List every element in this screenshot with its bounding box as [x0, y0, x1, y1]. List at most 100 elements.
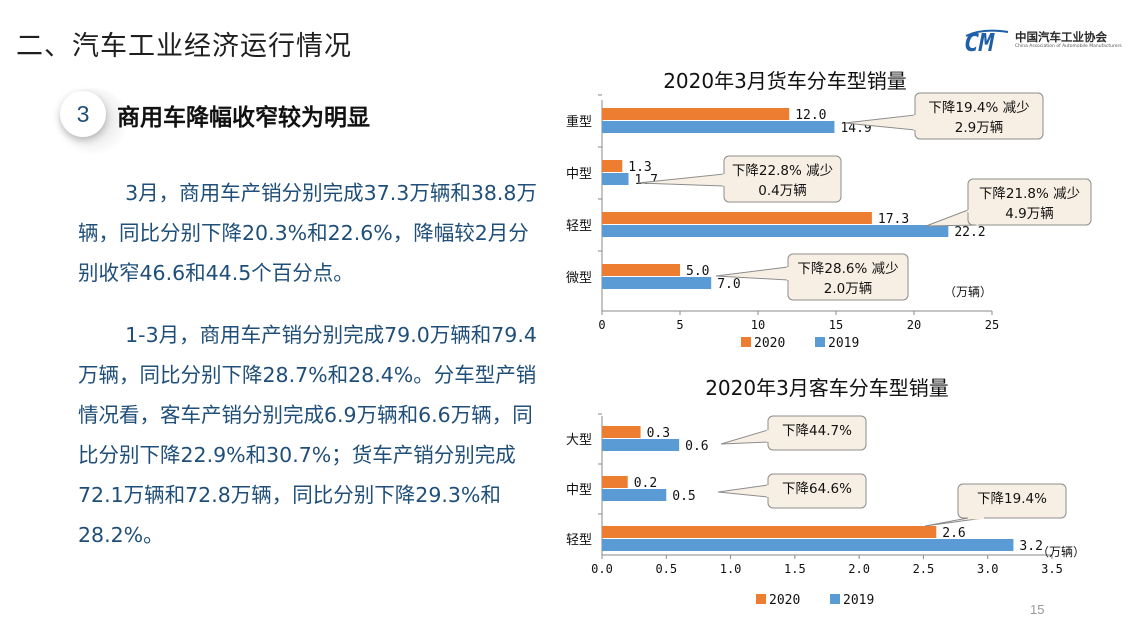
truck-data-label: 1.3	[628, 160, 651, 175]
paragraph-q1-text: 1-3月，商用车产销分别完成79.0万辆和79.4万辆，同比分别下降28.7%和…	[78, 323, 537, 547]
bus-chart-callouts: 下降44.7% 下降64.6% 下降19.4%	[717, 415, 1067, 527]
bus-callout: 下降19.4%	[924, 483, 1067, 527]
truck-callout-text: 下降19.4% 减少	[928, 100, 1029, 116]
truck-category-label: 轻型	[566, 219, 592, 234]
bus-bar-2019	[602, 539, 1014, 551]
truck-callout-text: 2.0万辆	[824, 281, 872, 297]
bus-category-label: 轻型	[566, 533, 592, 548]
bus-bar-2019	[602, 489, 667, 501]
bus-data-label: 0.2	[634, 476, 657, 491]
bus-data-label: 0.3	[647, 426, 670, 441]
truck-data-label: 1.7	[635, 173, 658, 188]
bus-x-tick-label: 0.0	[591, 562, 613, 576]
legend-2019-swatch	[830, 594, 840, 604]
truck-bar-2020	[602, 264, 680, 276]
truck-callout-text: 下降21.8% 减少	[979, 186, 1080, 202]
truck-data-label: 17.3	[878, 212, 909, 227]
truck-bar-2019	[602, 173, 629, 185]
bus-category-label: 大型	[566, 433, 592, 448]
truck-unit-label: （万辆）	[944, 285, 992, 299]
logo-chinese-name: 中国汽车工业协会	[1015, 30, 1107, 44]
bus-x-tick-label: 3.0	[977, 562, 999, 576]
paragraph-q1: 1-3月，商用车产销分别完成79.0万辆和79.4万辆，同比分别下降28.7%和…	[78, 315, 548, 555]
bus-callout-pointer	[717, 484, 769, 498]
legend-2019-label: 2019	[828, 336, 859, 351]
bus-x-tick-label: 2.0	[848, 562, 870, 576]
truck-data-label: 5.0	[686, 264, 709, 279]
truck-callout: 下降19.4% 减少 2.9万辆	[844, 92, 1044, 140]
bus-legend: 2020 2019	[756, 593, 874, 608]
bus-unit-label: （万辆）	[1037, 545, 1085, 559]
legend-2019-swatch	[815, 337, 825, 347]
legend-2020-swatch	[741, 337, 751, 347]
association-logo: CM 中国汽车工业协会 China Association of Automob…	[962, 26, 1122, 58]
logo-english-name: China Association of Automobile Manufact…	[1015, 44, 1122, 49]
bus-category-label: 中型	[566, 483, 592, 498]
bus-sales-chart: 2020年3月客车分车型销量 0.0 0.5 1.0 1.5 2.0 2.5 3.0 3.5 大…	[566, 376, 1085, 608]
bus-callout-text: 下降64.6%	[782, 481, 852, 497]
page-title: 二、汽车工业经济运行情况	[16, 31, 352, 62]
truck-bar-2020	[602, 160, 623, 172]
truck-x-tick-label: 20	[907, 318, 921, 332]
truck-x-tick-label: 25	[985, 318, 999, 332]
truck-bar-2019	[602, 121, 835, 133]
bus-callout: 下降44.7%	[720, 415, 867, 451]
bus-data-label: 0.6	[685, 439, 708, 454]
section-number-badge: 3	[60, 91, 106, 137]
truck-x-tick-label: 0	[598, 318, 605, 332]
legend-2019-label: 2019	[843, 593, 874, 608]
truck-callout: 下降22.8% 减少 0.4万辆	[637, 155, 842, 203]
page-number: 15	[1030, 602, 1045, 617]
bus-callout-text: 下降44.7%	[782, 423, 852, 439]
bus-bar-2020	[602, 476, 628, 488]
paragraph-march-text: 3月，商用车产销分别完成37.3万辆和38.8万辆，同比分别下降20.3%和22…	[78, 181, 537, 285]
paragraph-march: 3月，商用车产销分别完成37.3万辆和38.8万辆，同比分别下降20.3%和22…	[78, 173, 548, 293]
truck-callout-text: 下降22.8% 减少	[732, 163, 833, 179]
legend-2020-label: 2020	[769, 593, 800, 608]
truck-callout: 下降21.8% 减少 4.9万辆	[925, 178, 1092, 227]
truck-bar-2020	[602, 212, 872, 224]
truck-bar-2019	[602, 225, 949, 237]
bus-x-tick-label: 1.5	[784, 562, 806, 576]
truck-x-tick-label: 5	[676, 318, 683, 332]
bus-x-tick-label: 2.5	[913, 562, 935, 576]
bus-data-label: 3.2	[1019, 539, 1042, 554]
truck-category-label: 重型	[566, 114, 592, 130]
truck-bar-2020	[602, 108, 790, 120]
truck-category-label: 中型	[566, 167, 592, 182]
legend-2020-swatch	[756, 594, 766, 604]
bus-bar-2019	[602, 439, 680, 451]
bus-x-tick-label: 3.5	[1041, 562, 1063, 576]
truck-callout: 下降28.6% 减少 2.0万辆	[715, 253, 909, 301]
truck-data-label: 12.0	[795, 108, 826, 123]
truck-x-tick-label: 15	[829, 318, 843, 332]
section-title: 商用车降幅收窄较为明显	[117, 105, 370, 131]
bus-callout: 下降64.6%	[717, 473, 867, 509]
bus-chart-bars: 0.3 0.6 0.2 0.5 2.6 3.2	[602, 426, 1043, 554]
truck-callout-seam	[966, 209, 980, 226]
bus-bar-2020	[602, 426, 641, 438]
bus-bar-2020	[602, 526, 937, 538]
bus-x-tick-label: 0.5	[655, 562, 677, 576]
truck-data-label: 22.2	[954, 225, 985, 240]
truck-legend: 2020 2019	[741, 336, 859, 351]
cm-logo-icon: CM	[964, 28, 1009, 57]
truck-chart-title: 2020年3月货车分车型销量	[663, 69, 907, 93]
bus-chart-title: 2020年3月客车分车型销量	[705, 376, 949, 400]
bus-callout-box	[957, 483, 1067, 519]
truck-category-label: 微型	[566, 271, 592, 286]
truck-callout-text: 下降28.6% 减少	[797, 261, 898, 277]
truck-callout-text: 4.9万辆	[1005, 206, 1053, 222]
truck-x-tick-label: 10	[751, 318, 765, 332]
legend-2020-label: 2020	[754, 336, 785, 351]
bus-callout-text: 下降19.4%	[977, 491, 1047, 507]
truck-callout-text: 0.4万辆	[758, 183, 806, 199]
truck-data-label: 7.0	[717, 277, 740, 292]
bus-callout-pointer	[720, 429, 769, 445]
bus-data-label: 2.6	[942, 526, 965, 541]
bus-data-label: 0.5	[672, 489, 695, 504]
